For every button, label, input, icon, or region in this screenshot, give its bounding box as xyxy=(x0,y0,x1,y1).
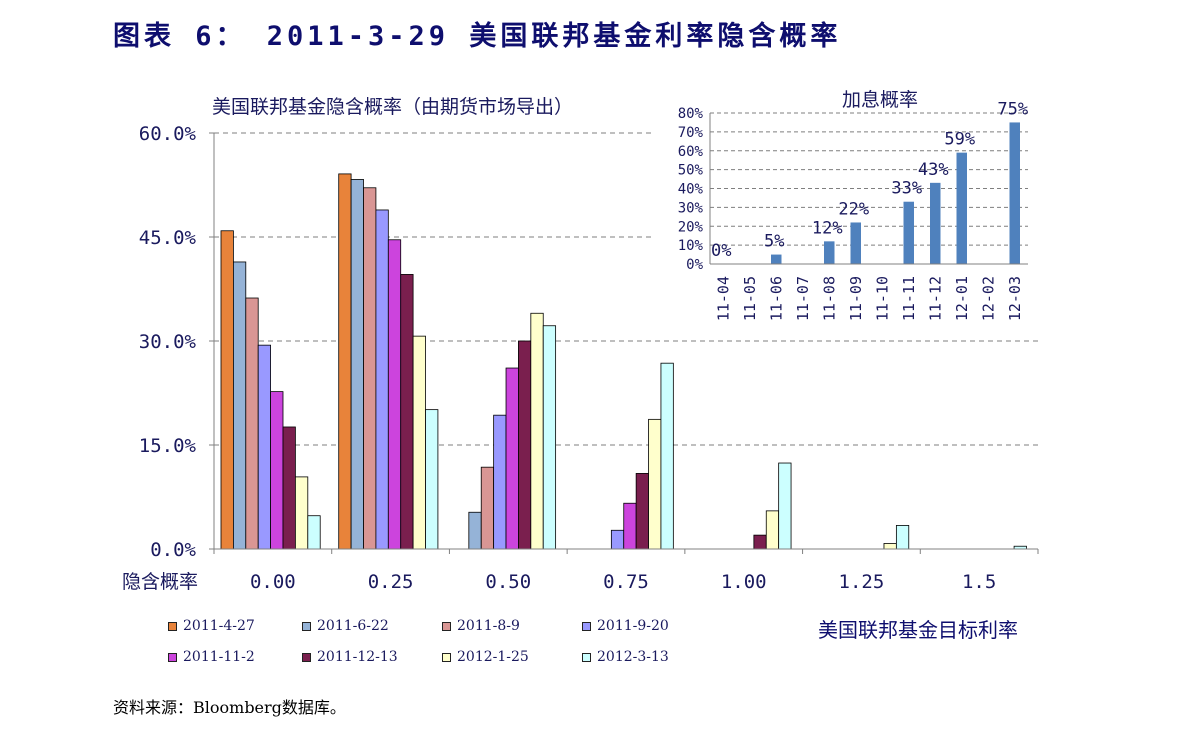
main-x-tick-label: 0.25 xyxy=(368,571,414,593)
main-y-tick-label: 60.0% xyxy=(139,123,197,145)
legend-label: 2011-9-20 xyxy=(597,618,669,634)
legend-item: 2011-11-2 xyxy=(168,647,255,667)
inset-x-tick-label: 11-07 xyxy=(794,276,812,321)
inset-background xyxy=(652,86,1038,336)
legend-swatch xyxy=(168,621,177,631)
legend-label: 2011-11-2 xyxy=(183,649,255,665)
inset-data-label: 59% xyxy=(944,130,975,150)
legend-swatch xyxy=(168,652,177,662)
main-y-tick-label: 15.0% xyxy=(139,435,197,457)
inset-bar xyxy=(850,222,861,264)
legend: 2011-4-27 2011-6-22 2011-8-9 2011-9-20 2011-… xyxy=(168,616,728,668)
inset-y-tick-label: 30% xyxy=(678,200,704,216)
legend-swatch xyxy=(302,621,311,631)
legend-item: 2012-3-13 xyxy=(582,647,669,667)
legend-swatch xyxy=(442,621,451,631)
main-y-tick-label: 45.0% xyxy=(139,227,197,249)
inset-x-tick-label: 11-10 xyxy=(873,276,891,321)
inset-bar xyxy=(1009,122,1020,264)
inset-chart-title: 加息概率 xyxy=(842,89,918,111)
main-chart-title: 美国联邦基金隐含概率（由期货市场导出） xyxy=(212,96,573,118)
inset-data-label: 75% xyxy=(997,99,1028,119)
inset-x-tick-label: 11-09 xyxy=(847,276,865,321)
inset-bar xyxy=(771,254,782,264)
legend-item: 2011-12-13 xyxy=(302,647,398,667)
legend-item: 2011-8-9 xyxy=(442,616,520,636)
inset-x-tick-label: 11-12 xyxy=(926,276,944,321)
inset-x-tick-label: 11-08 xyxy=(820,276,838,321)
main-x-tick-label: 0.00 xyxy=(250,571,296,593)
legend-label: 2011-6-22 xyxy=(317,618,389,634)
legend-label: 2012-3-13 xyxy=(597,649,669,665)
inset-x-tick-label: 11-04 xyxy=(714,276,732,321)
inset-y-tick-label: 80% xyxy=(678,106,704,122)
legend-label: 2011-4-27 xyxy=(183,618,255,634)
inset-bar xyxy=(824,241,835,264)
inset-data-label: 22% xyxy=(838,199,869,219)
legend-swatch xyxy=(442,652,451,662)
inset-bar xyxy=(930,182,941,264)
legend-swatch xyxy=(302,652,311,662)
main-x-tick-label: 1.5 xyxy=(962,571,996,593)
inset-y-tick-label: 20% xyxy=(678,219,704,235)
inset-y-tick-label: 50% xyxy=(678,163,704,179)
inset-data-label: 0% xyxy=(711,241,731,261)
inset-y-tick-label: 40% xyxy=(678,182,704,198)
legend-swatch xyxy=(582,652,591,662)
main-x-label: 隐含概率 xyxy=(122,571,198,593)
inset-data-label: 43% xyxy=(918,160,949,180)
legend-label: 2011-12-13 xyxy=(317,649,398,665)
main-y-tick-label: 0.0% xyxy=(150,539,196,561)
inset-data-label: 5% xyxy=(764,232,784,252)
main-x-tick-label: 0.50 xyxy=(485,571,531,593)
inset-y-tick-label: 10% xyxy=(678,238,704,254)
inset-data-label: 12% xyxy=(812,218,843,238)
inset-bar xyxy=(956,152,967,264)
inset-x-tick-label: 12-03 xyxy=(1006,276,1024,321)
legend-item: 2012-1-25 xyxy=(442,647,529,667)
inset-x-tick-label: 11-06 xyxy=(767,276,785,321)
main-y-tick-label: 30.0% xyxy=(139,331,197,353)
main-x-tick-label: 0.75 xyxy=(603,571,649,593)
inset-data-label: 33% xyxy=(891,179,922,199)
legend-label: 2012-1-25 xyxy=(457,649,529,665)
legend-label: 2011-8-9 xyxy=(457,618,520,634)
inset-y-tick-label: 60% xyxy=(678,144,704,160)
inset-x-tick-label: 11-05 xyxy=(741,276,759,321)
source-note: 资料来源：Bloomberg数据库。 xyxy=(113,698,346,717)
legend-item: 2011-4-27 xyxy=(168,616,255,636)
x-axis-title: 美国联邦基金目标利率 xyxy=(818,618,1018,642)
legend-item: 2011-6-22 xyxy=(302,616,389,636)
legend-swatch xyxy=(582,621,591,631)
inset-y-tick-label: 0% xyxy=(686,257,703,273)
inset-bar xyxy=(903,201,914,264)
figure-title: 图表 6： 2011-3-29 美国联邦基金利率隐含概率 xyxy=(113,21,842,52)
main-x-tick-label: 1.00 xyxy=(721,571,767,593)
inset-y-tick-label: 70% xyxy=(678,125,704,141)
inset-x-tick-label: 12-01 xyxy=(953,276,971,321)
legend-item: 2011-9-20 xyxy=(582,616,669,636)
inset-x-tick-label: 11-11 xyxy=(900,276,918,321)
inset-x-tick-label: 12-02 xyxy=(979,276,997,321)
main-x-tick-label: 1.25 xyxy=(839,571,885,593)
